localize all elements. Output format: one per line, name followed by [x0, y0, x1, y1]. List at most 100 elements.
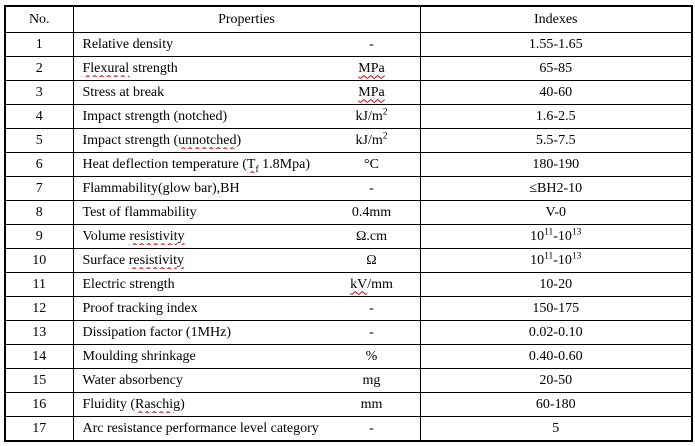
property-cell: Fluidity (Raschig) mm [72, 392, 421, 417]
index-cell: 20-50 [419, 368, 693, 393]
property-cell: Stress at break MPa [72, 80, 421, 105]
property-unit: - [369, 180, 374, 196]
index-value: V-0 [545, 204, 567, 220]
property-name: Stress at break [82, 84, 165, 100]
index-cell: 5 [419, 416, 693, 442]
table-header-row: No. Properties Indexes [4, 5, 693, 33]
property-inner: Fluidity (Raschig) mm [74, 397, 419, 413]
property-unit: kJ/m2 [355, 106, 388, 124]
index-cell: 1011-1013 [419, 224, 693, 249]
index-cell: 1.55-1.65 [419, 32, 693, 57]
property-inner: Relative density - [74, 36, 419, 53]
property-cell: Heat deflection temperature (Tf 1.8Mpa) … [72, 152, 421, 177]
row-number: 11 [32, 276, 46, 292]
property-inner: Heat deflection temperature (Tf 1.8Mpa) … [74, 157, 419, 173]
row-number: 6 [35, 156, 43, 172]
index-cell: 180-190 [419, 152, 693, 177]
property-name: Test of flammability [82, 204, 197, 220]
row-number: 3 [35, 84, 43, 100]
row-number-cell: 13 [4, 320, 74, 345]
row-number: 9 [35, 228, 43, 244]
row-number: 12 [32, 300, 47, 316]
property-name: Arc resistance performance level categor… [82, 420, 319, 436]
property-unit: % [365, 348, 378, 364]
row-number: 10 [32, 252, 47, 268]
table-row: 13 Dissipation factor (1MHz) - 0.02-0.10 [4, 320, 693, 345]
header-indexes: Indexes [419, 5, 693, 33]
property-unit: kV/mm [350, 276, 393, 292]
table-row: 17 Arc resistance performance level cate… [4, 416, 693, 442]
table-row: 16 Fluidity (Raschig) mm 60-180 [4, 392, 693, 417]
table-row: 10 Surface resistivity Ω 1011-1013 [4, 248, 693, 273]
property-name: Flammability(glow bar),BH [82, 180, 240, 196]
property-inner: Flexural strength MPa [74, 60, 419, 77]
table-row: 8 Test of flammability 0.4mm V-0 [4, 200, 693, 225]
index-value: 1011-1013 [530, 250, 582, 268]
index-value: 0.40-0.60 [528, 348, 583, 364]
row-number-cell: 8 [4, 200, 74, 225]
table-row: 14 Moulding shrinkage % 0.40-0.60 [4, 344, 693, 369]
property-unit: mg [362, 372, 381, 388]
property-inner: Impact strength (notched) kJ/m2 [74, 106, 419, 125]
index-value: 1.6-2.5 [535, 108, 576, 124]
index-value: 5 [552, 420, 560, 436]
index-cell: 65-85 [419, 56, 693, 81]
property-inner: Moulding shrinkage % [74, 348, 419, 365]
property-unit: MPa [358, 60, 385, 76]
table-header: No. Properties Indexes [4, 5, 693, 33]
index-cell: 60-180 [419, 392, 693, 417]
property-unit: - [369, 300, 374, 316]
index-value: 1.55-1.65 [528, 36, 583, 52]
property-name: Moulding shrinkage [82, 348, 196, 364]
property-cell: Impact strength (unnotched) kJ/m2 [72, 128, 421, 153]
property-cell: Arc resistance performance level categor… [72, 416, 421, 442]
property-name: Impact strength (unnotched) [82, 132, 242, 148]
property-unit: Ω [366, 252, 377, 268]
table-row: 5 Impact strength (unnotched) kJ/m2 5.5-… [4, 128, 693, 153]
property-inner: Impact strength (unnotched) kJ/m2 [74, 130, 419, 149]
property-unit: kJ/m2 [355, 130, 388, 148]
index-value: 5.5-7.5 [535, 132, 576, 148]
index-value: 20-50 [539, 372, 573, 388]
index-cell: ≤BH2-10 [419, 176, 693, 201]
property-cell: Flammability(glow bar),BH - [72, 176, 421, 201]
property-cell: Dissipation factor (1MHz) - [72, 320, 421, 345]
row-number: 4 [35, 108, 43, 124]
index-value: 40-60 [539, 84, 573, 100]
index-cell: V-0 [419, 200, 693, 225]
index-value: 65-85 [539, 60, 573, 76]
index-value: ≤BH2-10 [529, 180, 583, 196]
row-number-cell: 2 [4, 56, 74, 81]
header-properties: Properties [72, 5, 421, 33]
index-value: 10-20 [539, 276, 573, 292]
index-value: 180-190 [532, 156, 580, 172]
index-cell: 150-175 [419, 296, 693, 321]
row-number: 2 [35, 60, 43, 76]
property-inner: Flammability(glow bar),BH - [74, 180, 419, 197]
index-value: 150-175 [532, 300, 580, 316]
row-number-cell: 15 [4, 368, 74, 393]
property-unit: 0.4mm [351, 204, 392, 220]
property-inner: Proof tracking index - [74, 300, 419, 317]
row-number-cell: 7 [4, 176, 74, 201]
table-row: 12 Proof tracking index - 150-175 [4, 296, 693, 321]
property-name: Volume resistivity [82, 228, 185, 244]
property-unit: - [369, 420, 374, 436]
index-cell: 10-20 [419, 272, 693, 297]
property-cell: Moulding shrinkage % [72, 344, 421, 369]
row-number: 14 [32, 348, 47, 364]
property-name: Water absorbency [82, 372, 183, 388]
property-inner: Electric strength kV/mm [74, 276, 419, 293]
index-value: 60-180 [535, 396, 576, 412]
table-row: 1 Relative density - 1.55-1.65 [4, 32, 693, 57]
row-number-cell: 16 [4, 392, 74, 417]
property-name: Surface resistivity [82, 252, 185, 268]
property-inner: Volume resistivity Ω.cm [74, 228, 419, 245]
row-number-cell: 4 [4, 104, 74, 129]
row-number: 7 [35, 180, 43, 196]
property-cell: Relative density - [72, 32, 421, 57]
property-cell: Surface resistivity Ω [72, 248, 421, 273]
property-cell: Water absorbency mg [72, 368, 421, 393]
property-name: Relative density [82, 36, 174, 52]
property-inner: Arc resistance performance level categor… [74, 420, 419, 437]
